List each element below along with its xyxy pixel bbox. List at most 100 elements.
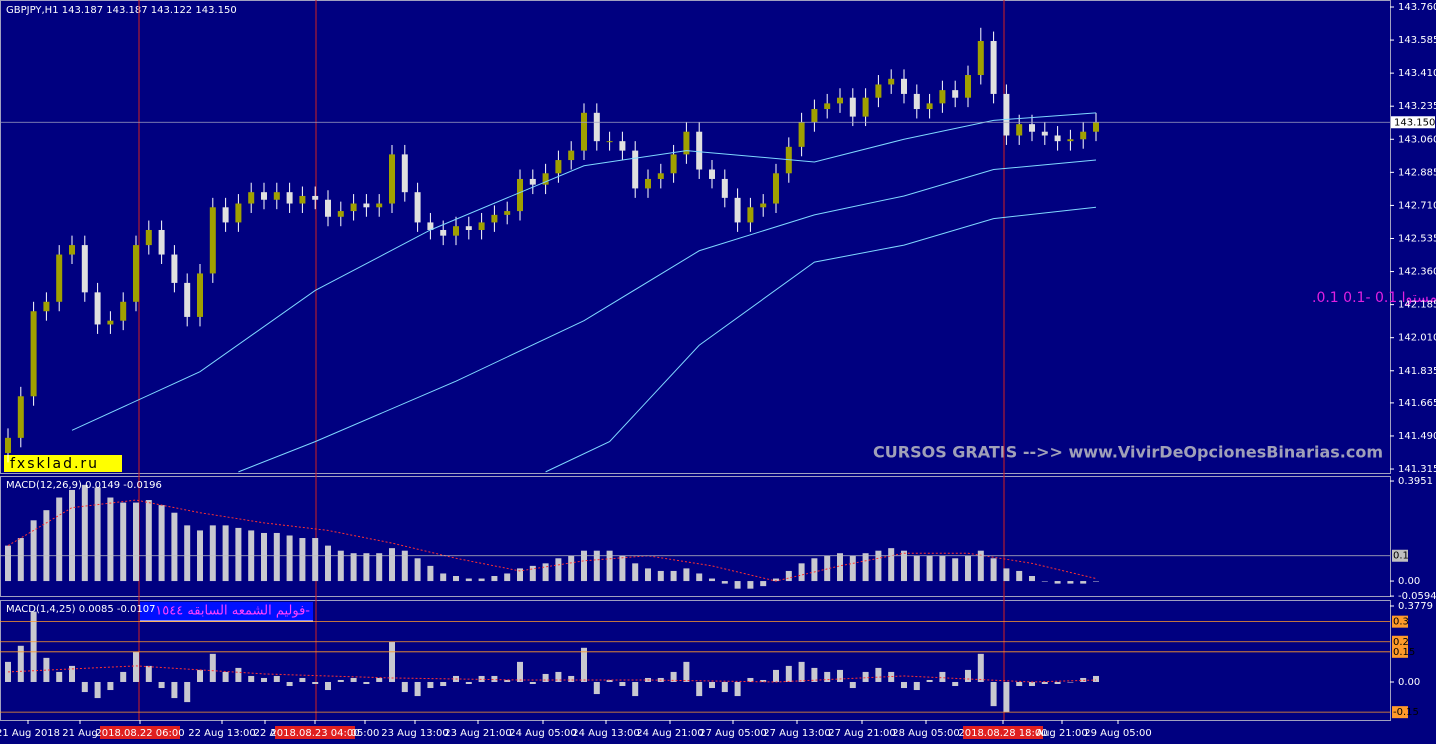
x-tick-label: 23 Aug 21:00 — [444, 728, 511, 739]
candle-body — [5, 437, 11, 453]
candle-body — [350, 203, 357, 212]
promo: CURSOS GRATIS -->> www.VivirDeOpcionesBi… — [873, 443, 1383, 462]
histogram-bar — [619, 555, 626, 582]
macd2-panel-frame — [0, 600, 1391, 721]
candle-body — [734, 197, 741, 223]
histogram-bar — [363, 681, 370, 685]
histogram-bar — [1041, 581, 1048, 582]
candle-body — [312, 195, 319, 200]
histogram-bar — [517, 568, 523, 582]
candle-body — [376, 203, 383, 208]
price-label-box — [1391, 116, 1435, 129]
price-label: 143.150 — [1394, 117, 1435, 128]
candle-body — [30, 311, 37, 397]
histogram-bar — [273, 675, 280, 682]
candle-body — [478, 222, 485, 230]
histogram-bar — [1029, 576, 1035, 582]
level-label-box — [1392, 549, 1408, 562]
candle-body — [465, 226, 472, 230]
histogram-bar — [376, 677, 383, 682]
candle-body — [43, 301, 50, 312]
candle-body — [107, 320, 114, 325]
histogram-bar — [5, 545, 11, 582]
histogram-bar — [849, 555, 856, 582]
histogram-bar — [875, 550, 882, 582]
y-tick-label: 142.360 — [1398, 267, 1436, 278]
watermark-box — [4, 455, 122, 472]
candle-body — [1054, 135, 1061, 142]
histogram-bar — [427, 681, 434, 689]
histogram-bar — [299, 677, 306, 682]
histogram-bar — [606, 550, 613, 582]
histogram-bar — [913, 555, 920, 582]
candle-body — [504, 211, 511, 215]
histogram-bar — [555, 671, 562, 682]
candle-body — [248, 192, 255, 204]
histogram-bar — [30, 611, 37, 682]
candle-body — [581, 112, 587, 151]
candle-body — [645, 178, 651, 189]
watermark: fxsklad.ru — [10, 456, 99, 472]
histogram-bar — [465, 681, 472, 685]
histogram-bar — [593, 550, 600, 582]
histogram-bar — [862, 671, 869, 682]
candle-body — [901, 78, 907, 94]
histogram-bar — [888, 548, 895, 582]
level-label: 0.15 — [1393, 647, 1415, 658]
level-label: -0.15 — [1393, 707, 1419, 718]
histogram-bar — [939, 555, 946, 582]
histogram-bar — [337, 679, 344, 682]
main-panel-frame — [0, 0, 1391, 474]
histogram-bar — [286, 681, 293, 687]
candle-body — [1016, 124, 1023, 136]
y-tick-label: 0.00 — [1398, 576, 1420, 587]
histogram-bar — [568, 555, 575, 582]
y-tick-label: 0.00 — [1398, 677, 1420, 688]
indicator-title: MACD(1,4,25) 0.0085 -0.0107 — [6, 604, 156, 615]
candle-body — [837, 97, 843, 104]
y-tick-label: 143.060 — [1398, 134, 1436, 145]
histogram-bar — [312, 538, 319, 582]
x-tick-label: 24 Aug 21:00 — [636, 728, 703, 739]
histogram-bar — [363, 553, 370, 582]
histogram-bar — [901, 550, 907, 582]
histogram-bar — [427, 565, 434, 582]
candle-body — [939, 90, 946, 104]
histogram-bar — [273, 532, 280, 582]
histogram-bar — [798, 661, 805, 682]
histogram-bar — [376, 553, 383, 582]
y-tick-label: 141.835 — [1398, 366, 1436, 377]
candle-body — [337, 211, 344, 217]
histogram-bar — [286, 535, 293, 582]
histogram-bar — [30, 520, 37, 582]
histogram-bar — [696, 681, 703, 697]
candle-body — [56, 254, 63, 302]
histogram-bar — [158, 681, 165, 689]
histogram-bar — [977, 653, 984, 682]
candle-body — [133, 245, 139, 302]
candle-body — [81, 245, 88, 293]
histogram-bar — [145, 665, 152, 682]
histogram-bar — [862, 553, 869, 582]
histogram-bar — [606, 679, 613, 682]
candle-body — [145, 229, 152, 246]
histogram-bar — [593, 681, 600, 695]
x-tick-label: 24 Aug 05:00 — [509, 728, 576, 739]
histogram-bar — [837, 669, 843, 682]
candle-body — [862, 97, 869, 117]
level-label-box — [1392, 615, 1408, 628]
histogram-bar — [69, 489, 75, 582]
histogram-bar — [1016, 681, 1023, 687]
histogram-bar — [17, 645, 24, 682]
level-label: 0.1 — [1393, 551, 1409, 562]
histogram-bar — [478, 675, 485, 682]
histogram-bar — [158, 505, 165, 582]
histogram-bar — [81, 681, 88, 693]
histogram-bar — [389, 548, 395, 582]
histogram-bar — [401, 681, 408, 693]
histogram-bar — [43, 657, 50, 682]
y-tick-label: 143.760 — [1398, 2, 1436, 13]
x-tick-label: Aug 21:00 — [1036, 728, 1088, 739]
